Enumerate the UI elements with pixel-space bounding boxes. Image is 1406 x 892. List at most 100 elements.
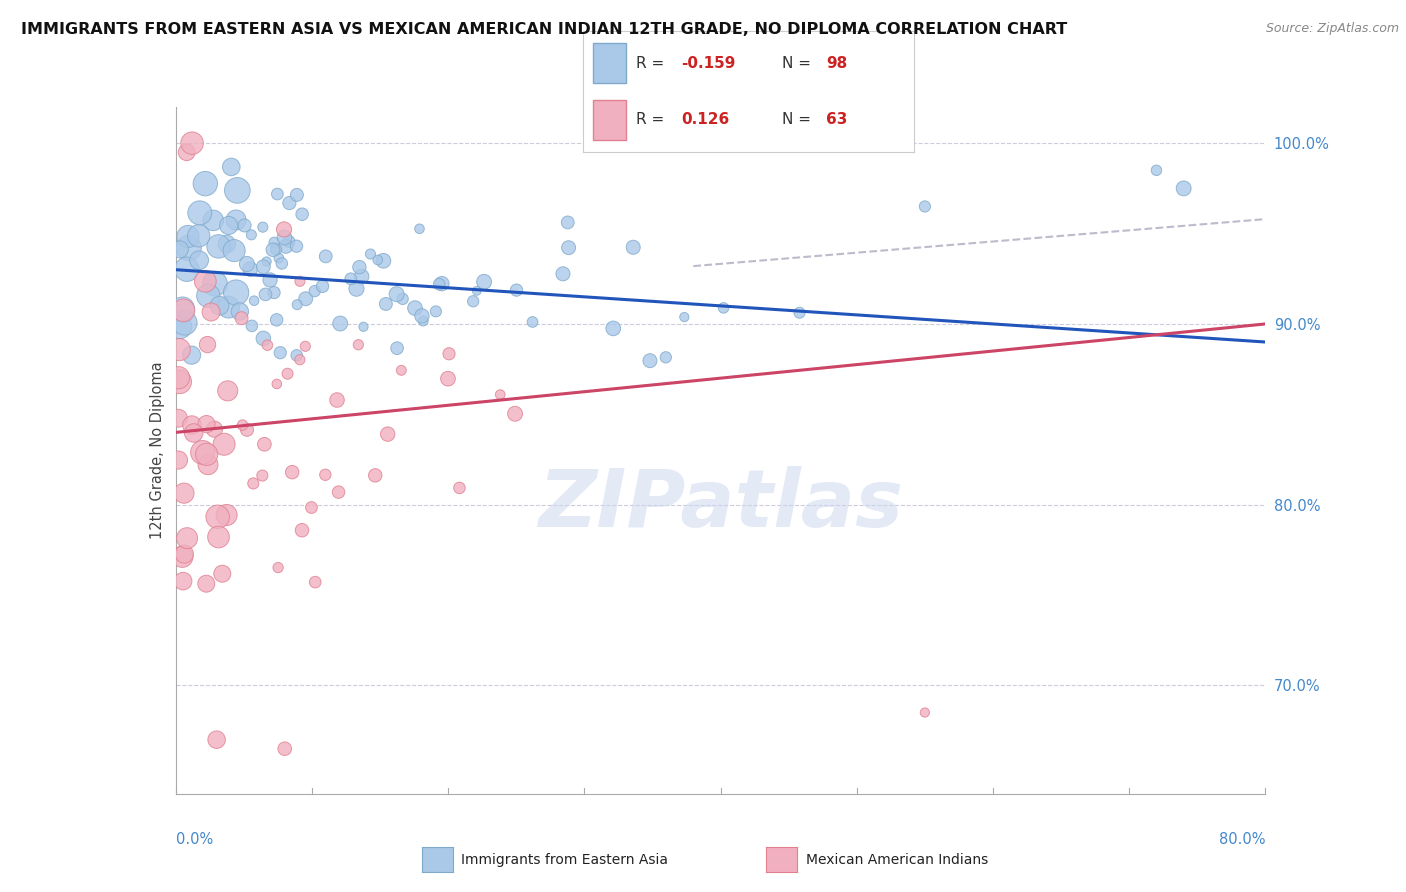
Point bbox=[195, 417, 218, 431]
Point bbox=[221, 160, 243, 174]
Text: 63: 63 bbox=[827, 112, 848, 128]
Point bbox=[353, 319, 375, 334]
Point bbox=[252, 260, 274, 274]
Point bbox=[914, 706, 936, 720]
Point bbox=[207, 239, 229, 253]
Point bbox=[169, 343, 191, 357]
Text: R =: R = bbox=[637, 55, 669, 70]
Text: N =: N = bbox=[782, 55, 815, 70]
Point bbox=[281, 465, 304, 479]
Point bbox=[288, 352, 311, 367]
Point bbox=[229, 304, 252, 318]
Point bbox=[449, 481, 471, 495]
Point bbox=[273, 230, 295, 244]
Point bbox=[256, 338, 278, 352]
Point bbox=[202, 422, 225, 436]
Point bbox=[225, 285, 247, 300]
Point bbox=[197, 289, 219, 303]
Point bbox=[285, 239, 308, 253]
Point bbox=[278, 235, 301, 249]
Text: N =: N = bbox=[782, 112, 815, 128]
Point bbox=[233, 219, 256, 233]
Point bbox=[183, 425, 205, 440]
Point bbox=[285, 298, 308, 312]
Point bbox=[315, 249, 337, 263]
Point bbox=[311, 279, 333, 293]
Text: 98: 98 bbox=[827, 55, 848, 70]
Point bbox=[263, 285, 285, 300]
Point bbox=[172, 574, 194, 588]
Point bbox=[385, 341, 408, 355]
Point bbox=[326, 392, 349, 407]
Point bbox=[273, 222, 295, 236]
Point bbox=[340, 272, 363, 286]
Point bbox=[602, 321, 624, 335]
Text: 0.0%: 0.0% bbox=[176, 831, 212, 847]
Point bbox=[294, 292, 316, 306]
Point bbox=[314, 467, 336, 482]
Point bbox=[373, 253, 395, 268]
Point bbox=[195, 576, 218, 591]
Point bbox=[267, 251, 290, 265]
Point bbox=[177, 241, 200, 255]
Point bbox=[264, 243, 287, 257]
Point bbox=[364, 468, 387, 483]
Point bbox=[177, 229, 200, 244]
Point bbox=[208, 299, 231, 313]
Point bbox=[713, 301, 735, 315]
Point bbox=[202, 213, 225, 227]
Point bbox=[285, 188, 308, 202]
Point bbox=[176, 145, 198, 160]
Point bbox=[207, 509, 229, 524]
Point bbox=[638, 353, 661, 368]
Point bbox=[173, 316, 195, 330]
Text: IMMIGRANTS FROM EASTERN ASIA VS MEXICAN AMERICAN INDIAN 12TH GRADE, NO DIPLOMA C: IMMIGRANTS FROM EASTERN ASIA VS MEXICAN … bbox=[21, 22, 1067, 37]
Point bbox=[489, 387, 512, 401]
Point bbox=[374, 297, 396, 311]
Point bbox=[181, 136, 204, 151]
Point bbox=[367, 252, 389, 267]
Point bbox=[226, 183, 249, 197]
Point bbox=[172, 301, 194, 316]
Point bbox=[173, 547, 195, 561]
Point bbox=[427, 277, 450, 292]
Text: Source: ZipAtlas.com: Source: ZipAtlas.com bbox=[1265, 22, 1399, 36]
Point bbox=[204, 277, 226, 291]
Text: Immigrants from Eastern Asia: Immigrants from Eastern Asia bbox=[461, 853, 668, 867]
Text: 80.0%: 80.0% bbox=[1219, 831, 1265, 847]
Point bbox=[176, 262, 198, 277]
FancyBboxPatch shape bbox=[593, 100, 627, 139]
Text: ZIPatlas: ZIPatlas bbox=[538, 467, 903, 544]
Point bbox=[391, 292, 413, 306]
Point bbox=[294, 339, 316, 353]
Point bbox=[176, 531, 198, 545]
Point bbox=[263, 235, 285, 250]
Point bbox=[254, 287, 277, 301]
Point bbox=[188, 206, 211, 220]
Point bbox=[350, 269, 373, 284]
Point bbox=[231, 311, 253, 326]
Text: -0.159: -0.159 bbox=[681, 55, 735, 70]
Point bbox=[437, 372, 460, 386]
Point bbox=[425, 304, 447, 318]
Point bbox=[349, 260, 371, 275]
Point bbox=[285, 348, 308, 362]
Point bbox=[301, 500, 323, 515]
Point bbox=[252, 468, 274, 483]
Point bbox=[197, 458, 219, 472]
Point bbox=[262, 243, 284, 257]
Point bbox=[621, 240, 644, 254]
Point bbox=[194, 274, 217, 288]
Point bbox=[359, 247, 381, 261]
Point bbox=[187, 228, 209, 243]
Point bbox=[267, 560, 290, 574]
Point bbox=[239, 262, 262, 277]
Point bbox=[167, 371, 190, 385]
Point bbox=[269, 345, 291, 359]
Point bbox=[505, 283, 527, 297]
Point bbox=[291, 207, 314, 221]
Point bbox=[304, 575, 326, 590]
Point bbox=[270, 256, 292, 270]
Point bbox=[167, 453, 190, 467]
Point bbox=[236, 423, 259, 437]
